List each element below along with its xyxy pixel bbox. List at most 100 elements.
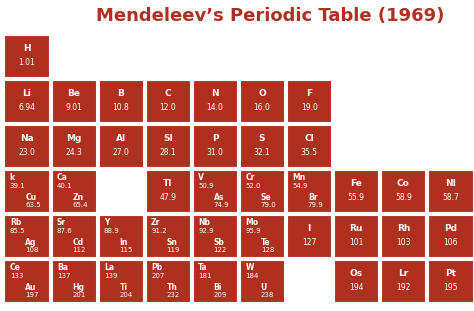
FancyBboxPatch shape <box>428 215 473 257</box>
FancyBboxPatch shape <box>52 169 96 211</box>
Text: 40.1: 40.1 <box>57 183 73 189</box>
FancyBboxPatch shape <box>4 35 49 77</box>
Text: 85.5: 85.5 <box>10 228 25 234</box>
Text: 92.9: 92.9 <box>198 228 214 234</box>
Text: Ru: Ru <box>349 224 363 233</box>
Text: Mn: Mn <box>292 174 306 182</box>
FancyBboxPatch shape <box>146 215 190 257</box>
Text: W: W <box>245 263 254 272</box>
FancyBboxPatch shape <box>428 169 473 211</box>
Text: 127: 127 <box>302 238 316 247</box>
Text: 10.8: 10.8 <box>112 103 129 112</box>
Text: Mo: Mo <box>245 218 258 227</box>
Text: 16.0: 16.0 <box>254 103 271 112</box>
Text: 194: 194 <box>349 283 364 292</box>
Text: Pb: Pb <box>151 263 162 272</box>
Text: 24.3: 24.3 <box>65 148 82 157</box>
Text: k: k <box>10 174 15 182</box>
Text: 31.0: 31.0 <box>207 148 223 157</box>
Text: 181: 181 <box>198 273 212 279</box>
Text: Cu: Cu <box>25 193 36 202</box>
Text: C: C <box>164 89 171 98</box>
Text: Rb: Rb <box>10 218 21 227</box>
FancyBboxPatch shape <box>240 80 284 122</box>
Text: Zr: Zr <box>151 218 161 227</box>
Text: Pd: Pd <box>444 224 457 233</box>
FancyBboxPatch shape <box>240 169 284 211</box>
Text: Mg: Mg <box>66 134 82 143</box>
Text: Ti: Ti <box>119 283 128 292</box>
FancyBboxPatch shape <box>193 259 237 301</box>
Text: 79.9: 79.9 <box>308 202 324 208</box>
Text: 122: 122 <box>214 247 227 253</box>
FancyBboxPatch shape <box>287 124 331 166</box>
FancyBboxPatch shape <box>4 169 49 211</box>
Text: 101: 101 <box>349 238 364 247</box>
Text: 115: 115 <box>119 247 133 253</box>
Text: Nb: Nb <box>198 218 210 227</box>
Text: Bi: Bi <box>214 283 222 292</box>
Text: 79.0: 79.0 <box>261 202 276 208</box>
Text: Tl: Tl <box>163 179 173 188</box>
Text: U: U <box>261 283 267 292</box>
FancyBboxPatch shape <box>52 215 96 257</box>
FancyBboxPatch shape <box>381 169 425 211</box>
FancyBboxPatch shape <box>52 124 96 166</box>
Text: 47.9: 47.9 <box>159 193 176 202</box>
Text: O: O <box>258 89 266 98</box>
Text: Au: Au <box>25 283 36 292</box>
Text: 197: 197 <box>25 292 39 298</box>
Text: Sn: Sn <box>166 238 177 247</box>
Text: Ag: Ag <box>25 238 36 247</box>
Text: Ca: Ca <box>57 174 68 182</box>
Text: 58.7: 58.7 <box>442 193 459 202</box>
Text: In: In <box>119 238 128 247</box>
Text: 19.0: 19.0 <box>301 103 318 112</box>
FancyBboxPatch shape <box>99 259 143 301</box>
FancyBboxPatch shape <box>4 259 49 301</box>
Text: Rh: Rh <box>397 224 410 233</box>
Text: 195: 195 <box>443 283 458 292</box>
Text: Ce: Ce <box>10 263 21 272</box>
FancyBboxPatch shape <box>240 259 284 301</box>
FancyBboxPatch shape <box>287 80 331 122</box>
Text: 128: 128 <box>261 247 274 253</box>
FancyBboxPatch shape <box>381 215 425 257</box>
Text: 137: 137 <box>57 273 71 279</box>
FancyBboxPatch shape <box>287 169 331 211</box>
Text: 238: 238 <box>261 292 274 298</box>
Text: 1.01: 1.01 <box>18 58 35 67</box>
Text: 232: 232 <box>166 292 180 298</box>
Text: 28.1: 28.1 <box>160 148 176 157</box>
Text: S: S <box>259 134 265 143</box>
Text: 112: 112 <box>73 247 86 253</box>
Text: 207: 207 <box>151 273 164 279</box>
Text: 108: 108 <box>25 247 39 253</box>
Text: 103: 103 <box>396 238 410 247</box>
Text: 88.9: 88.9 <box>104 228 120 234</box>
Text: Pt: Pt <box>445 269 456 278</box>
Text: 63.5: 63.5 <box>25 202 41 208</box>
FancyBboxPatch shape <box>4 124 49 166</box>
Text: Mendeleev’s Periodic Table (1969): Mendeleev’s Periodic Table (1969) <box>96 7 444 25</box>
Text: Te: Te <box>261 238 270 247</box>
Text: 35.5: 35.5 <box>301 148 318 157</box>
Text: Sb: Sb <box>214 238 225 247</box>
FancyBboxPatch shape <box>334 259 378 301</box>
Text: Th: Th <box>166 283 177 292</box>
Text: 209: 209 <box>214 292 227 298</box>
Text: 58.9: 58.9 <box>395 193 412 202</box>
FancyBboxPatch shape <box>99 80 143 122</box>
Text: Cl: Cl <box>304 134 314 143</box>
Text: 133: 133 <box>10 273 23 279</box>
Text: Co: Co <box>397 179 410 188</box>
Text: Lr: Lr <box>398 269 409 278</box>
Text: 192: 192 <box>396 283 410 292</box>
FancyBboxPatch shape <box>4 80 49 122</box>
Text: Cd: Cd <box>73 238 83 247</box>
Text: 65.4: 65.4 <box>73 202 88 208</box>
FancyBboxPatch shape <box>193 169 237 211</box>
Text: 50.9: 50.9 <box>198 183 214 189</box>
FancyBboxPatch shape <box>381 259 425 301</box>
Text: 74.9: 74.9 <box>214 202 229 208</box>
